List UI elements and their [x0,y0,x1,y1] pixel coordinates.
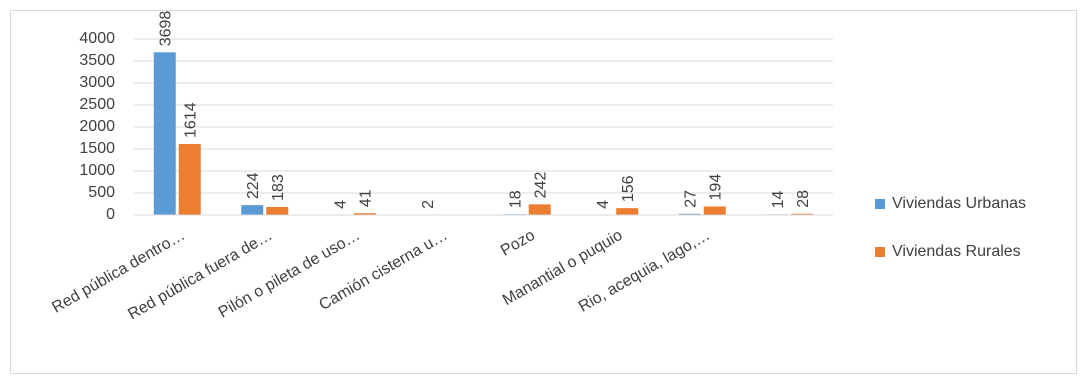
value-label: 242 [533,172,550,199]
value-label: 1614 [183,102,200,138]
value-label: 2 [420,200,437,209]
bar [153,52,176,216]
y-tick-label: 3000 [79,74,115,91]
bar [703,206,726,215]
y-tick-label: 2500 [79,96,115,113]
legend-label: Viviendas Rurales [892,243,1021,260]
value-label: 4 [595,200,612,209]
value-label: 4 [333,200,350,209]
bar [678,213,701,215]
bar [616,208,639,215]
value-label: 194 [708,174,725,201]
bar [528,204,551,215]
value-label: 14 [770,190,787,208]
bar [353,213,376,215]
y-tick-label: 1000 [79,162,115,179]
bar [791,213,814,215]
value-label: 28 [795,190,812,208]
value-label: 27 [683,190,700,208]
bar [266,206,289,215]
legend-swatch [875,199,885,209]
value-label: 224 [245,172,262,199]
y-tick-label: 2000 [79,118,115,135]
bar [241,205,264,215]
value-label: 3698 [158,11,175,47]
y-tick-label: 4000 [79,30,115,47]
value-label: 183 [270,174,287,201]
y-tick-label: 1500 [79,140,115,157]
y-tick-label: 500 [88,184,115,201]
legend-swatch [875,247,885,257]
value-label: 156 [620,175,637,202]
y-tick-label: 0 [106,206,115,223]
value-label: 18 [508,190,525,208]
bar [178,143,201,215]
legend-label: Viviendas Urbanas [892,195,1026,212]
y-tick-label: 3500 [79,52,115,69]
value-label: 41 [358,189,375,207]
